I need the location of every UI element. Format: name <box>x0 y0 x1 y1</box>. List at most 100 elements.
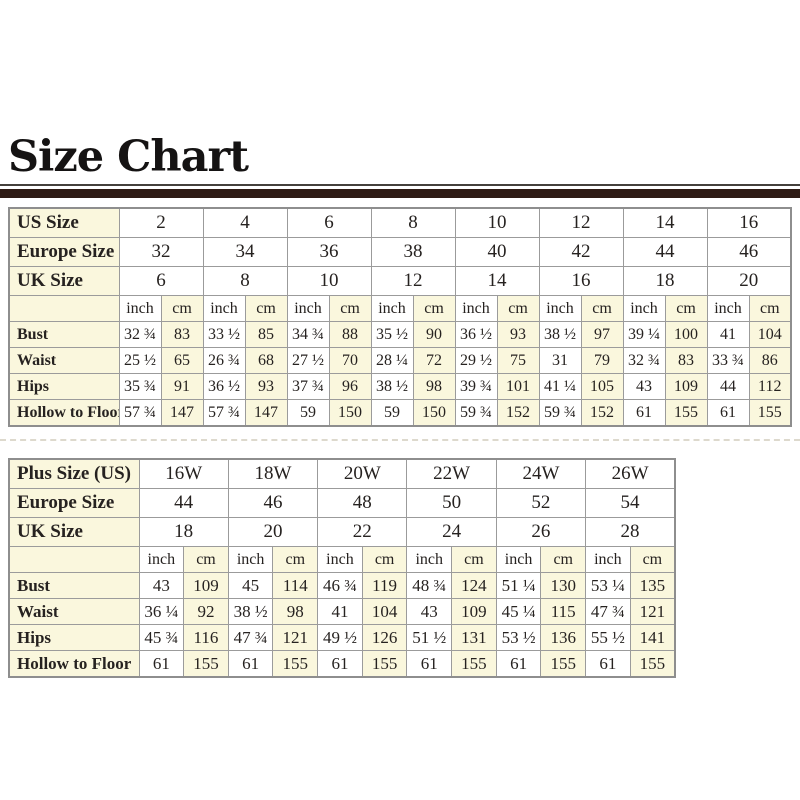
inch-value-cell: 47 ¾ <box>227 624 274 651</box>
unit-inch-cell: inch <box>495 546 542 573</box>
size-header-row: UK Size 18 20 22 24 26 28 <box>8 517 676 547</box>
cm-value-cell: 101 <box>496 373 540 400</box>
cm-value-cell: 121 <box>629 598 676 625</box>
row-label: Waist <box>8 347 120 374</box>
size-value-cell: 4 <box>202 207 288 238</box>
inch-value-cell: 43 <box>622 373 666 400</box>
inch-value-cell: 37 ¾ <box>286 373 330 400</box>
inch-value-cell: 57 ¾ <box>202 399 246 427</box>
cm-value-cell: 130 <box>540 572 587 599</box>
inch-value-cell: 51 ½ <box>406 624 453 651</box>
cm-value-cell: 150 <box>412 399 456 427</box>
cm-value-cell: 155 <box>272 650 319 678</box>
inch-value-cell: 32 ¾ <box>118 321 162 348</box>
cm-value-cell: 100 <box>664 321 708 348</box>
unit-inch-cell: inch <box>118 295 162 322</box>
unit-inch-cell: inch <box>538 295 582 322</box>
cm-value-cell: 114 <box>272 572 319 599</box>
measurement-row: Hollow to Floor 61 155 61 155 61 155 61 155 61 155… <box>8 650 676 678</box>
row-label: Hollow to Floor <box>8 399 120 427</box>
size-value-cell: 22 <box>317 517 408 547</box>
unit-cm-cell: cm <box>361 546 408 573</box>
inch-value-cell: 61 <box>585 650 631 678</box>
standard-size-table: US Size 2 4 6 8 10 12 14 16 Europe Size 32 34 36 38 40… <box>8 207 792 427</box>
inch-value-cell: 33 ½ <box>202 321 246 348</box>
cm-value-cell: 96 <box>328 373 372 400</box>
inch-value-cell: 61 <box>706 399 750 427</box>
measurement-row: Bust 32 ¾ 83 33 ½ 85 34 ¾ 88 35 ½ 90 36 ½ 93 38 ½ 97… <box>8 321 792 348</box>
unit-inch-cell: inch <box>370 295 414 322</box>
inch-value-cell: 53 ½ <box>495 624 542 651</box>
inch-value-cell: 59 <box>286 399 330 427</box>
size-value-cell: 10 <box>286 266 372 296</box>
size-value-cell: 20 <box>227 517 319 547</box>
inch-value-cell: 48 ¾ <box>406 572 453 599</box>
size-value-cell: 54 <box>585 488 676 518</box>
unit-cm-cell: cm <box>580 295 624 322</box>
cm-value-cell: 155 <box>451 650 497 678</box>
dashed-separator <box>0 439 800 441</box>
inch-value-cell: 46 ¾ <box>317 572 363 599</box>
cm-value-cell: 68 <box>244 347 288 374</box>
cm-value-cell: 104 <box>748 321 792 348</box>
cm-value-cell: 91 <box>160 373 204 400</box>
row-label: Bust <box>8 572 140 599</box>
cm-value-cell: 116 <box>183 624 229 651</box>
inch-value-cell: 45 ¾ <box>138 624 185 651</box>
cm-value-cell: 90 <box>412 321 456 348</box>
inch-value-cell: 34 ¾ <box>286 321 330 348</box>
size-value-cell: 14 <box>454 266 540 296</box>
measurement-row: Waist 36 ¼ 92 38 ½ 98 41 104 43 109 45 ¼ 115 47 ¾ 12… <box>8 598 676 625</box>
inch-value-cell: 41 ¼ <box>538 373 582 400</box>
cm-value-cell: 70 <box>328 347 372 374</box>
cm-value-cell: 119 <box>361 572 408 599</box>
size-header-row: Europe Size 32 34 36 38 40 42 44 46 <box>8 237 792 267</box>
size-header-row: Europe Size 44 46 48 50 52 54 <box>8 488 676 518</box>
inch-value-cell: 38 ½ <box>227 598 274 625</box>
cm-value-cell: 135 <box>629 572 676 599</box>
cm-value-cell: 141 <box>629 624 676 651</box>
inch-value-cell: 45 <box>227 572 274 599</box>
inch-value-cell: 61 <box>406 650 453 678</box>
inch-value-cell: 59 ¾ <box>538 399 582 427</box>
size-value-cell: 2 <box>118 207 204 238</box>
size-value-cell: 10 <box>454 207 540 238</box>
cm-value-cell: 65 <box>160 347 204 374</box>
unit-header-row: inch cm inch cm inch cm inch cm inch cm inch cm inch… <box>8 295 792 322</box>
cm-value-cell: 109 <box>664 373 708 400</box>
cm-value-cell: 83 <box>160 321 204 348</box>
cm-value-cell: 86 <box>748 347 792 374</box>
unit-cm-cell: cm <box>183 546 229 573</box>
inch-value-cell: 32 ¾ <box>622 347 666 374</box>
inch-value-cell: 45 ¼ <box>495 598 542 625</box>
unit-cm-cell: cm <box>664 295 708 322</box>
size-value-cell: 46 <box>227 488 319 518</box>
row-label: UK Size <box>8 266 120 296</box>
row-label: Waist <box>8 598 140 625</box>
unit-inch-cell: inch <box>138 546 185 573</box>
unit-cm-cell: cm <box>412 295 456 322</box>
inch-value-cell: 27 ½ <box>286 347 330 374</box>
size-value-cell: 48 <box>317 488 408 518</box>
cm-value-cell: 75 <box>496 347 540 374</box>
row-label <box>8 295 120 322</box>
unit-inch-cell: inch <box>227 546 274 573</box>
cm-value-cell: 131 <box>451 624 497 651</box>
cm-value-cell: 155 <box>748 399 792 427</box>
size-header-row: US Size 2 4 6 8 10 12 14 16 <box>8 207 792 238</box>
size-value-cell: 24 <box>406 517 497 547</box>
inch-value-cell: 39 ¾ <box>454 373 498 400</box>
inch-value-cell: 61 <box>622 399 666 427</box>
cm-value-cell: 150 <box>328 399 372 427</box>
row-label: Plus Size (US) <box>8 458 140 489</box>
cm-value-cell: 88 <box>328 321 372 348</box>
inch-value-cell: 28 ¼ <box>370 347 414 374</box>
cm-value-cell: 124 <box>451 572 497 599</box>
inch-value-cell: 47 ¾ <box>585 598 631 625</box>
inch-value-cell: 59 ¾ <box>454 399 498 427</box>
inch-value-cell: 43 <box>406 598 453 625</box>
unit-inch-cell: inch <box>622 295 666 322</box>
inch-value-cell: 39 ¼ <box>622 321 666 348</box>
size-value-cell: 8 <box>370 207 456 238</box>
cm-value-cell: 83 <box>664 347 708 374</box>
